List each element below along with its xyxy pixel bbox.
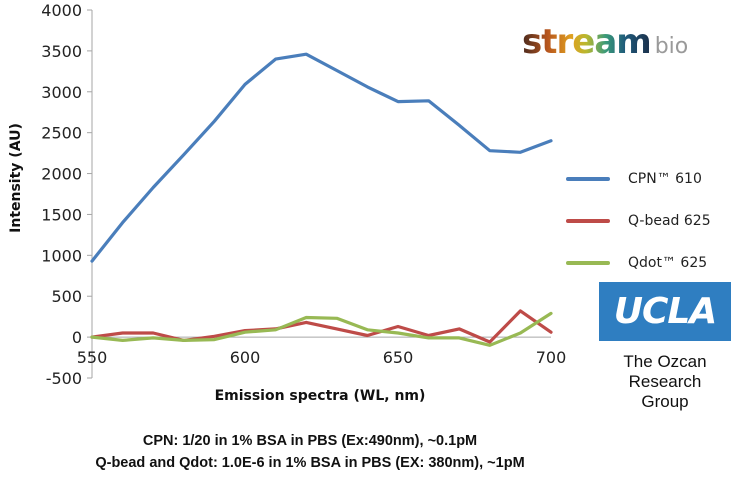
legend-swatch-cpn <box>566 177 610 181</box>
research-group-line: The Ozcan <box>623 352 707 371</box>
x-tick-label: 600 <box>230 348 261 367</box>
streambio-logo-word: stream <box>522 22 652 62</box>
y-tick-label: 2000 <box>41 165 82 184</box>
streambio-logo: stream bio <box>522 22 688 62</box>
y-tick-label: 1000 <box>41 246 82 265</box>
legend-label-qbead: Q-bead 625 <box>628 213 711 229</box>
legend: CPN™ 610 Q-bead 625 Qdot™ 625 <box>566 158 711 284</box>
caption-qbead-qdot: Q-bead and Qdot: 1.0E-6 in 1% BSA in PBS… <box>95 455 525 471</box>
ucla-logo-text: UCLA <box>613 291 717 332</box>
y-tick-label: 2500 <box>41 124 82 143</box>
x-tick-label: 650 <box>383 348 414 367</box>
x-axis-title: Emission spectra (WL, nm) <box>215 388 426 404</box>
y-tick-label: 3000 <box>41 83 82 102</box>
legend-item-qbead: Q-bead 625 <box>566 200 711 242</box>
legend-swatch-qbead <box>566 219 610 223</box>
series-line-qbead-625 <box>90 309 553 344</box>
x-tick-label: 550 <box>77 348 108 367</box>
y-tick-label: 4000 <box>41 1 82 20</box>
legend-label-qdot: Qdot™ 625 <box>628 255 708 271</box>
research-group-name: The Ozcan Research Group <box>599 352 731 412</box>
series-line-qdot-625 <box>90 311 553 347</box>
y-tick-label: 0 <box>72 328 82 347</box>
legend-item-cpn: CPN™ 610 <box>566 158 711 200</box>
y-tick-label: -500 <box>46 369 82 388</box>
series-line-cpn-610 <box>90 52 553 263</box>
legend-label-cpn: CPN™ 610 <box>628 171 702 187</box>
caption-cpn: CPN: 1/20 in 1% BSA in PBS (Ex:490nm), ~… <box>142 433 478 449</box>
research-group-line: Research <box>628 372 702 391</box>
ucla-logo: UCLA <box>599 282 731 341</box>
y-tick-label: 3500 <box>41 42 82 61</box>
y-tick-label: 1500 <box>41 205 82 224</box>
legend-item-qdot: Qdot™ 625 <box>566 242 711 284</box>
legend-swatch-qdot <box>566 261 610 265</box>
streambio-logo-suffix: bio <box>654 34 689 59</box>
axes: -500 0 500 1000 1500 2000 2500 3000 3500 4000 550 6… <box>41 1 566 388</box>
y-axis-title: Intensity (AU) <box>8 123 24 233</box>
series-layer <box>90 52 553 347</box>
y-tick-label: 500 <box>51 287 82 306</box>
x-tick-label: 700 <box>536 348 567 367</box>
research-group-line: Group <box>641 392 689 411</box>
